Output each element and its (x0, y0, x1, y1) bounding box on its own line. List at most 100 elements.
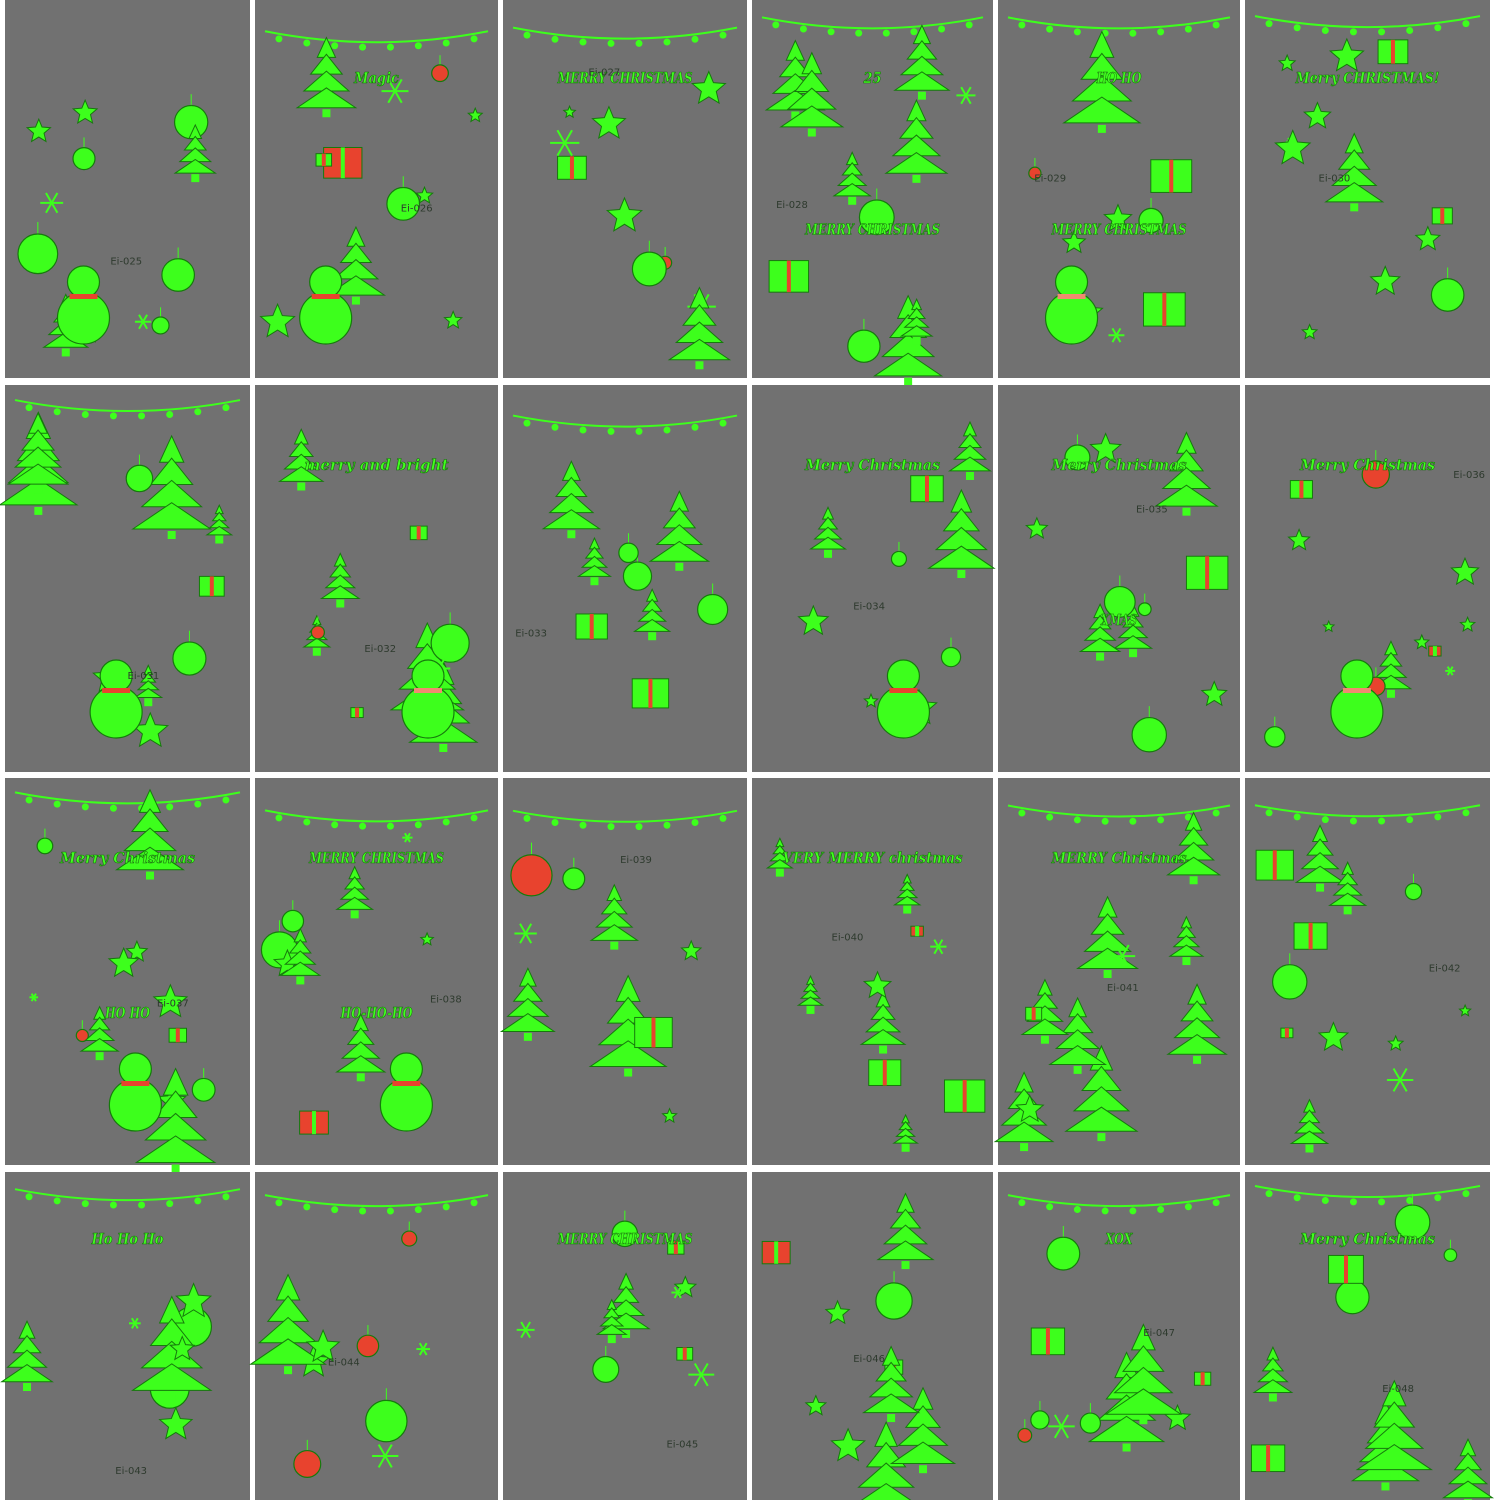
sheet: HO HO MERRY CHRISTMAS Ei-029 (998, 0, 1240, 378)
gift-ribbon (1169, 159, 1174, 193)
ornament (1138, 207, 1164, 234)
bulb (1349, 817, 1357, 825)
sheet-label: Ei-046 (853, 1354, 885, 1365)
bulb (1018, 21, 1026, 29)
star (1328, 37, 1365, 72)
star (1458, 1003, 1472, 1017)
bulb (1265, 20, 1273, 28)
tree (1165, 856, 1222, 876)
sheet: VERY MERRY christmas Ei-040 (752, 778, 993, 1165)
bulb (523, 419, 531, 427)
figure-head (1340, 659, 1374, 693)
ornament (310, 625, 325, 640)
star (259, 302, 296, 338)
bulb (607, 39, 615, 47)
tree-trunk (297, 482, 306, 491)
sheet-label: Ei-031 (128, 671, 160, 682)
bulb (470, 35, 478, 43)
ornament (1430, 278, 1465, 312)
bulb (1073, 1206, 1081, 1214)
bulb (109, 412, 117, 420)
sheet-label: Ei-042 (1429, 964, 1461, 975)
bulb (663, 821, 671, 829)
snowflake (1053, 1414, 1069, 1439)
bulb (25, 1193, 33, 1201)
tree (131, 502, 213, 530)
tree-trunk (1381, 1482, 1390, 1491)
tree-trunk (1193, 1055, 1202, 1064)
bulb (303, 1203, 311, 1211)
gift-ribbon (355, 707, 360, 718)
tree-trunk (806, 1005, 815, 1014)
bulb (1462, 20, 1470, 28)
star (175, 1282, 213, 1318)
bulb (1046, 813, 1054, 821)
gift-ribbon (1200, 1372, 1205, 1386)
tree-trunk (144, 698, 153, 707)
tree (765, 858, 794, 869)
sheet: Ei-042 (1245, 778, 1490, 1165)
sheet-label: Ei-039 (620, 855, 652, 866)
sheet: MERRY CHRISTMAS Ei-045 (503, 1172, 747, 1500)
sheet-background (503, 778, 747, 1165)
bulb (1046, 1203, 1054, 1211)
tree-trunk (904, 377, 913, 386)
figure-scarf (1057, 294, 1086, 299)
figure-scarf (311, 294, 340, 299)
garland (264, 1194, 489, 1208)
bulb (386, 822, 394, 830)
tree-trunk (191, 174, 200, 183)
bulb (1129, 29, 1137, 37)
tree-trunk (912, 174, 921, 183)
bulb (275, 814, 283, 822)
bulb (1462, 1190, 1470, 1198)
gift-ribbon (1440, 207, 1445, 224)
figure-body (1330, 685, 1384, 739)
ornament (618, 542, 639, 564)
bulb (1378, 1198, 1386, 1206)
tree (319, 585, 361, 600)
snowflake (387, 78, 403, 104)
tree-trunk (1103, 970, 1112, 979)
ornament (1404, 882, 1423, 901)
star (1200, 680, 1228, 707)
tree (873, 352, 944, 377)
bulb (1406, 27, 1414, 35)
sheet: Merry Christmas Ei-048 (1245, 1172, 1495, 1500)
star (1287, 528, 1311, 551)
star (690, 70, 727, 105)
star (419, 931, 435, 946)
tree-trunk (61, 348, 70, 357)
figure-head (118, 1052, 152, 1086)
star (562, 104, 577, 119)
bulb (799, 25, 807, 33)
sheet-text: Merry Christmas (1051, 456, 1187, 474)
tree-trunk (903, 905, 912, 914)
tree (892, 895, 922, 906)
star (305, 1328, 341, 1363)
tree (134, 1135, 217, 1163)
gift-ribbon (569, 156, 574, 180)
figure-body (1044, 291, 1099, 345)
tree-trunk (145, 871, 154, 880)
sheet-text: Merry Christmas (1299, 1230, 1435, 1248)
star (1322, 619, 1336, 633)
tree-trunk (1182, 507, 1191, 516)
bulb (81, 411, 89, 419)
tree-trunk (523, 1032, 532, 1041)
tree (335, 896, 375, 910)
sheet-text: VERY MERRY christmas (783, 849, 963, 867)
bulb (303, 39, 311, 47)
bulb (827, 28, 835, 36)
ornament (36, 837, 54, 855)
bulb (1184, 813, 1192, 821)
tree (893, 71, 951, 91)
tree-trunk (1020, 1143, 1029, 1152)
ornament (191, 1077, 216, 1102)
tree-trunk (957, 569, 966, 578)
figure-head (309, 265, 343, 299)
sheet: Merry Christmas Ei-036 (1245, 385, 1490, 772)
tree-trunk (648, 632, 657, 641)
tree (499, 1013, 556, 1032)
sheet-text: XOX (1105, 1230, 1134, 1248)
